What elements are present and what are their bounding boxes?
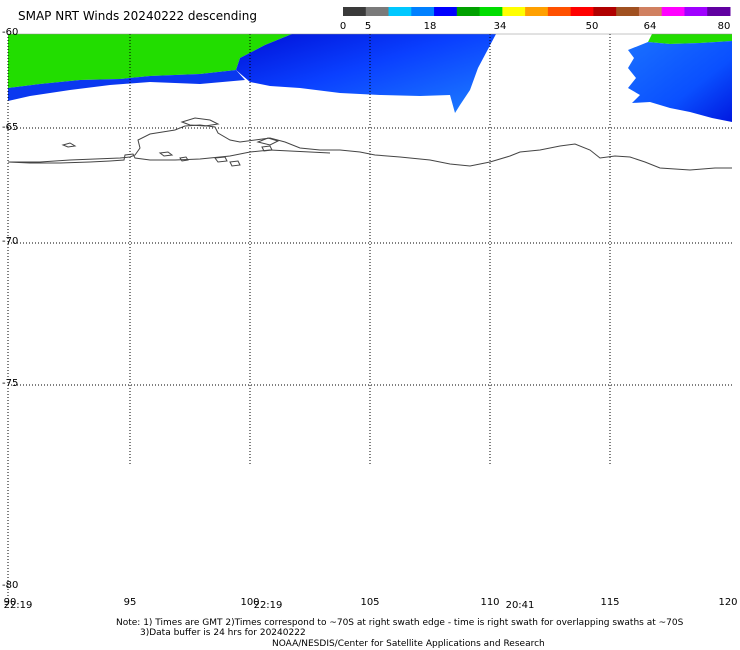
lon-label-100: 100 — [240, 597, 260, 608]
wind-swath-green-left — [8, 34, 292, 88]
wind-swath-blue-center — [236, 34, 496, 113]
lat-label-80: -80 — [2, 580, 19, 591]
lon-label-105: 105 — [360, 597, 380, 608]
colorbar-swatch — [388, 7, 412, 16]
colorbar-swatch — [479, 7, 503, 16]
colorbar-tick-label: 5 — [364, 21, 372, 32]
wind-swath-blue-right — [628, 41, 732, 122]
wind-swath-blue-left — [8, 70, 245, 101]
colorbar-swatch — [570, 7, 594, 16]
note-line-2: 3)Data buffer is 24 hrs for 20240222 — [140, 628, 306, 638]
colorbar-swatch — [684, 7, 708, 16]
swath-time-1: 22:19 — [3, 600, 33, 611]
colorbar-swatch — [616, 7, 640, 16]
colorbar-tick-label: 18 — [423, 21, 437, 32]
colorbar-tick-label: 0 — [339, 21, 347, 32]
lat-label-70: -70 — [2, 236, 19, 247]
figure-title: SMAP NRT Winds 20240222 descending — [18, 9, 257, 23]
lon-label-110: 110 — [480, 597, 500, 608]
lat-label-65: -65 — [2, 122, 19, 133]
lon-label-90: 90 — [3, 597, 17, 608]
antarctic-coastline — [7, 117, 732, 171]
lon-label-120: 120 — [718, 597, 738, 608]
colorbar-tick-label: 50 — [585, 21, 599, 32]
colorbar-swatch — [456, 7, 481, 16]
swath-time-3: 20:41 — [505, 600, 535, 611]
colorbar-swatch — [707, 7, 731, 16]
swath-time-2: 22:19 — [253, 600, 283, 611]
wind-speed-colorbar — [343, 7, 731, 16]
lon-label-115: 115 — [600, 597, 620, 608]
lon-label-95: 95 — [123, 597, 137, 608]
note-line-3: NOAA/NESDIS/Center for Satellite Applica… — [272, 639, 545, 649]
colorbar-swatch — [434, 7, 458, 16]
colorbar-swatch — [365, 7, 390, 16]
colorbar-swatch — [343, 7, 367, 16]
colorbar-swatch — [661, 7, 685, 16]
colorbar-tick-label: 64 — [643, 21, 657, 32]
colorbar-swatch — [593, 7, 617, 16]
wind-swath-green-right — [648, 34, 732, 44]
colorbar-swatch — [411, 7, 435, 16]
colorbar-swatch — [502, 7, 526, 16]
colorbar-swatch — [638, 7, 663, 16]
note-line-1: Note: 1) Times are GMT 2)Times correspon… — [116, 618, 684, 628]
colorbar-tick-label: 34 — [493, 21, 507, 32]
colorbar-tick-label: 80 — [717, 21, 731, 32]
lat-label-60: -60 — [2, 27, 19, 38]
lat-label-75: -75 — [2, 378, 19, 389]
colorbar-swatch — [525, 7, 549, 16]
colorbar-swatch — [547, 7, 572, 16]
